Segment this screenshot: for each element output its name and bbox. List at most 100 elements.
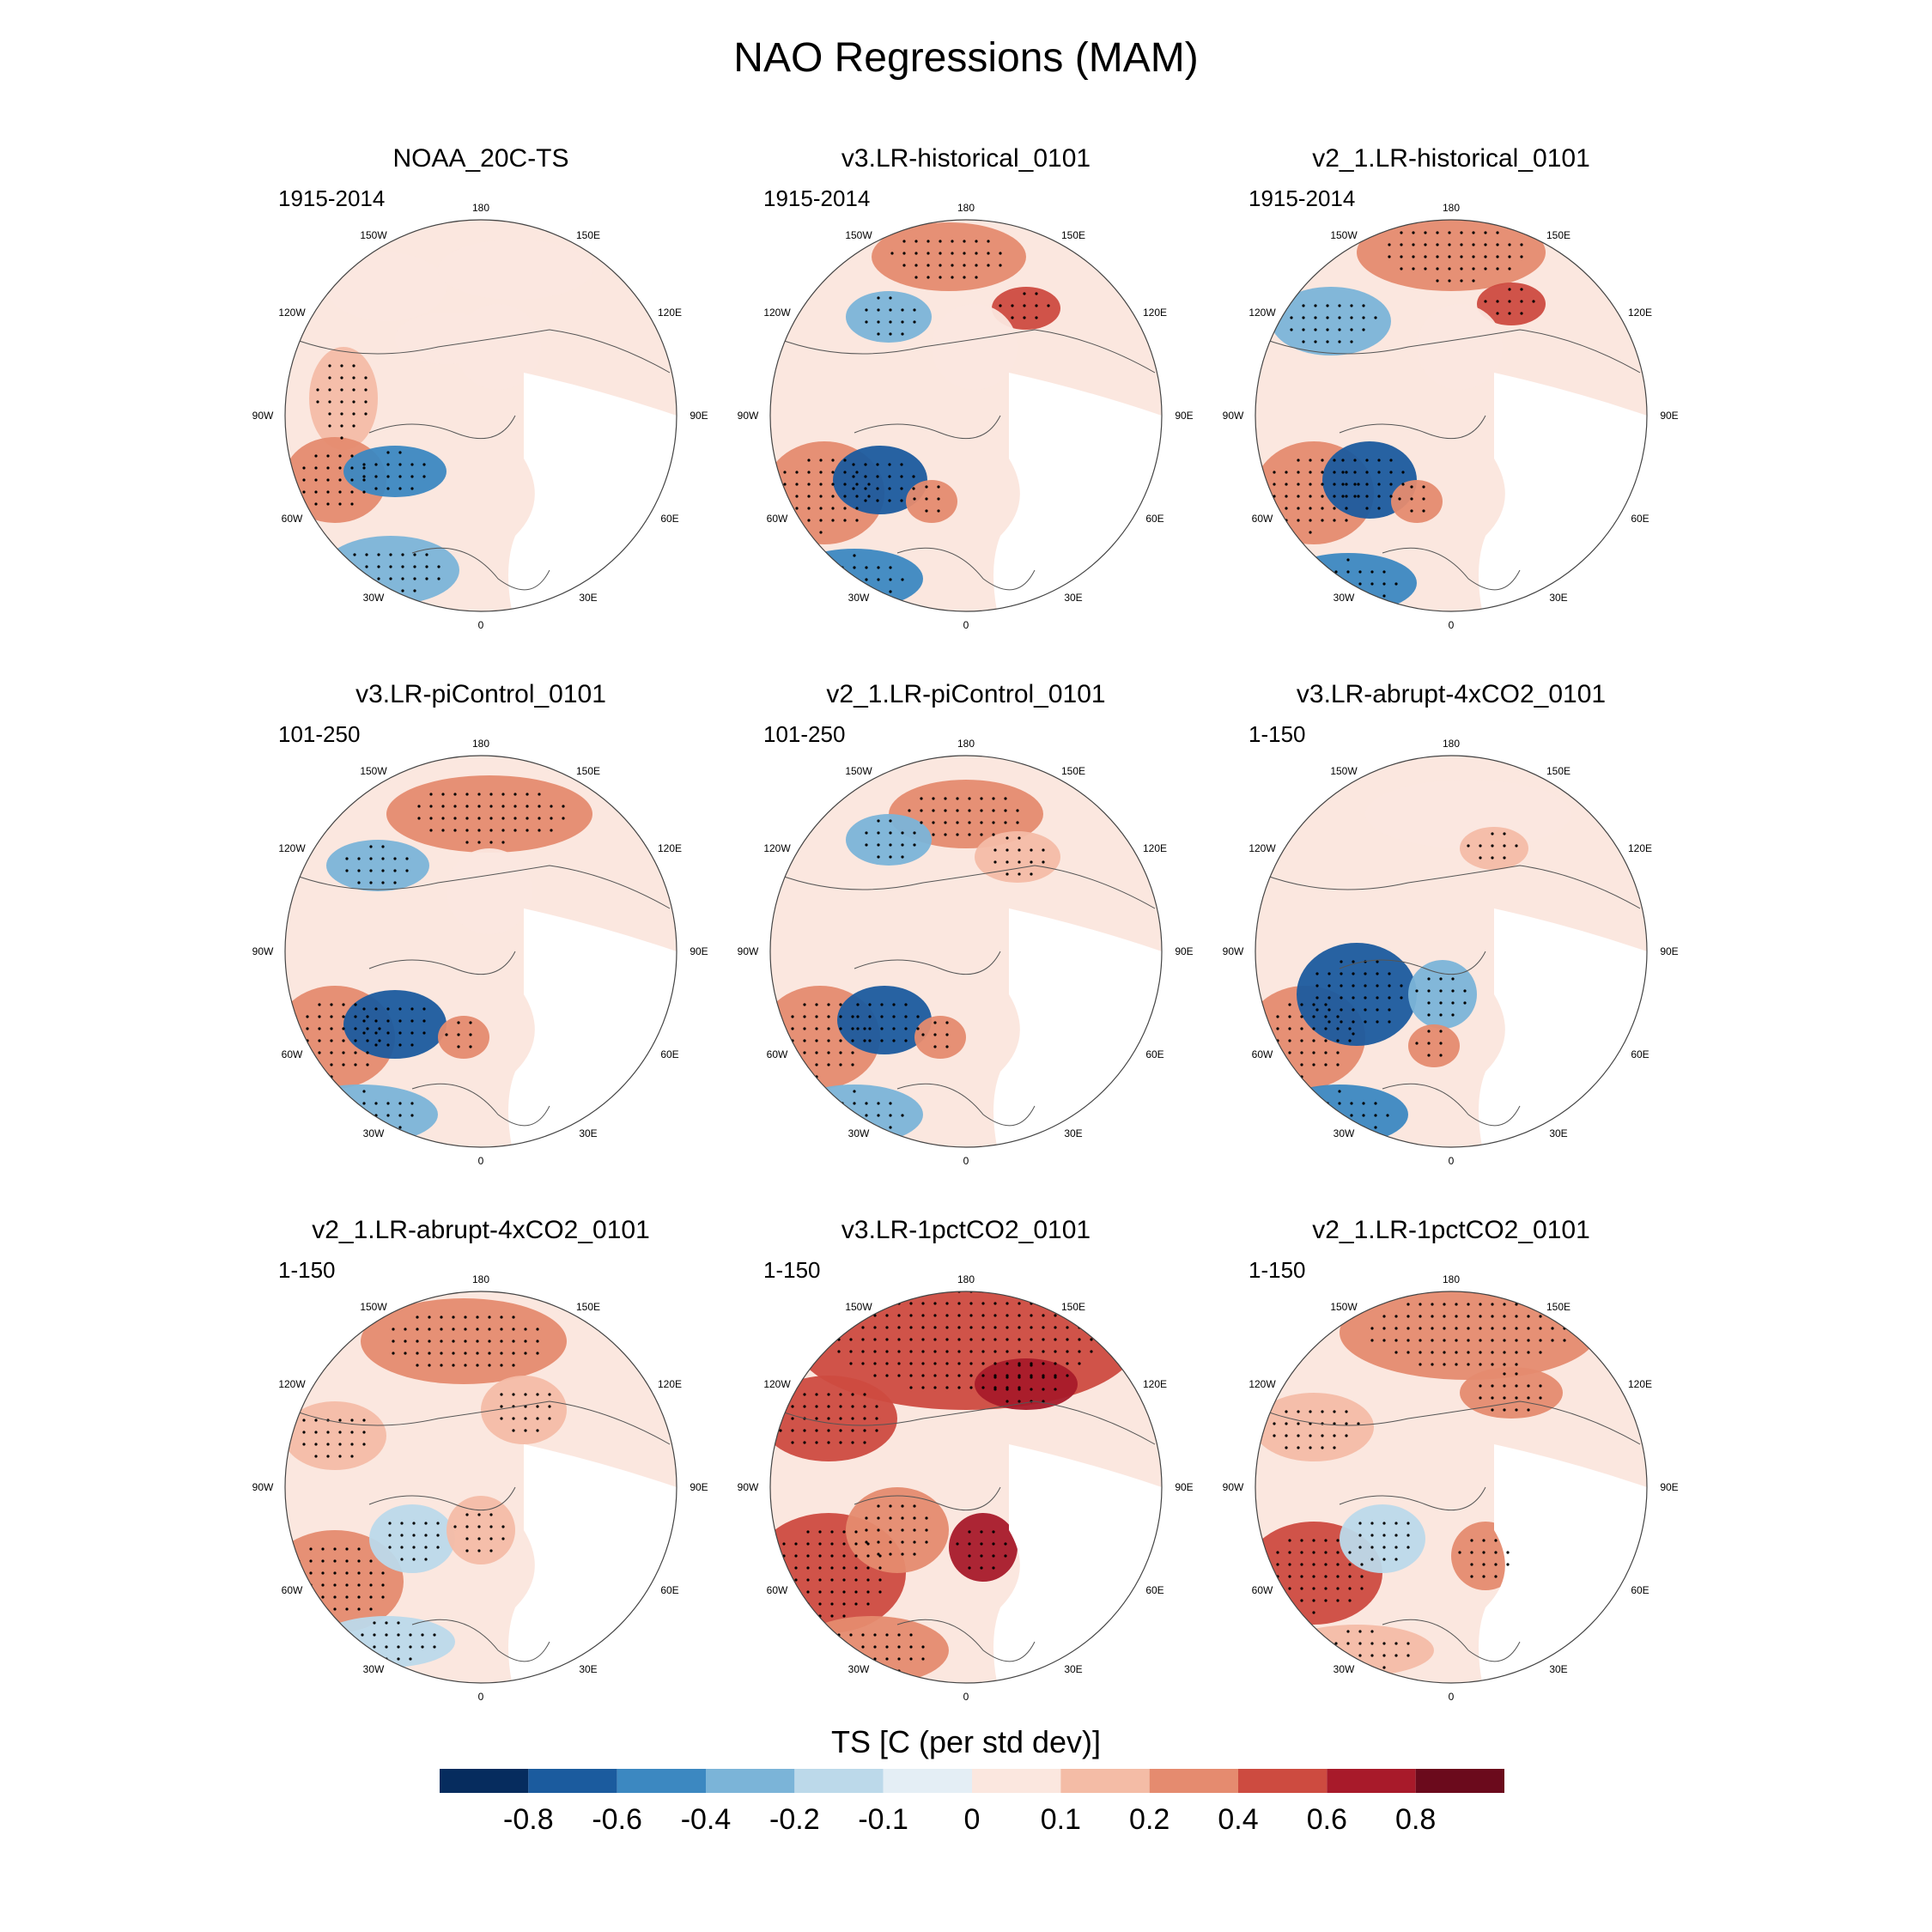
- stipple-dot: [440, 1315, 443, 1319]
- stipple-dot: [1054, 1314, 1057, 1317]
- stipple-dot: [340, 388, 343, 392]
- stipple-dot: [400, 1534, 404, 1537]
- stipple-dot: [1327, 996, 1331, 999]
- stipple-dot: [963, 264, 966, 267]
- stipple-dot: [876, 463, 879, 466]
- stipple-dot: [333, 1571, 337, 1575]
- stipple-dot: [354, 1003, 357, 1006]
- longitude-label: 60E: [1145, 1048, 1163, 1060]
- stipple-dot: [1042, 860, 1045, 864]
- stipple-dot: [851, 1063, 854, 1066]
- stipple-dot: [1018, 1376, 1021, 1379]
- stipple-dot: [992, 797, 995, 800]
- stipple-dot: [465, 817, 469, 820]
- stipple-dot: [1479, 856, 1482, 860]
- stipple-dot: [904, 1027, 908, 1030]
- stipple-dot: [416, 1340, 419, 1343]
- stipple-dot: [392, 1352, 395, 1355]
- stipple-dot: [913, 1504, 916, 1508]
- stipple-dot: [1527, 1384, 1530, 1388]
- stipple-dot: [465, 1513, 469, 1516]
- stipple-dot: [993, 1314, 997, 1317]
- stipple-dot: [1451, 977, 1455, 981]
- stipple-dot: [1315, 1008, 1319, 1012]
- stipple-dot: [877, 332, 880, 336]
- stipple-dot: [1346, 570, 1350, 574]
- stipple-dot: [1264, 1575, 1267, 1578]
- stipple-dot: [1365, 483, 1369, 486]
- stipple-dot: [302, 1443, 306, 1446]
- stipple-dot: [851, 1441, 854, 1444]
- stipple-dot: [340, 412, 343, 416]
- stipple-dot: [968, 1542, 971, 1546]
- stipple-dot: [783, 483, 787, 486]
- stipple-dot: [877, 843, 880, 847]
- stipple-dot: [1451, 1001, 1455, 1005]
- anomaly-region: [1340, 1504, 1425, 1573]
- anomaly-region: [1279, 1625, 1434, 1676]
- longitude-label: 150W: [360, 1301, 387, 1313]
- stipple-dot: [794, 1590, 798, 1594]
- stipple-dot: [889, 320, 892, 324]
- stipple-dot: [1326, 340, 1329, 343]
- stipple-dot: [901, 332, 904, 336]
- coastline: [1382, 547, 1521, 591]
- stipple-dot: [1357, 1422, 1360, 1425]
- stipple-dot: [1539, 1315, 1542, 1318]
- stipple-dot: [326, 466, 330, 470]
- stipple-dot: [1273, 471, 1276, 474]
- stipple-dot: [901, 1504, 904, 1508]
- panel-title: v3.LR-abrupt-4xCO2_0101: [1296, 680, 1607, 708]
- blank-land: [993, 908, 1162, 1147]
- stipple-dot: [1341, 483, 1345, 486]
- stipple-dot: [1494, 1563, 1498, 1566]
- stipple-dot: [1539, 1327, 1542, 1330]
- stipple-dot: [1300, 1587, 1303, 1590]
- stipple-dot: [1018, 872, 1021, 876]
- stipple-dot: [830, 1566, 834, 1570]
- panel-period: 1-150: [1249, 1257, 1306, 1283]
- stipple-dot: [913, 1552, 916, 1556]
- stipple-dot: [513, 817, 517, 820]
- stipple-dot: [843, 519, 847, 522]
- stipple-dot: [1326, 1114, 1329, 1117]
- stipple-dot: [1370, 1630, 1374, 1633]
- longitude-label: 120E: [658, 307, 682, 319]
- stipple-dot: [378, 1039, 381, 1042]
- stipple-dot: [1333, 459, 1336, 462]
- stipple-dot: [957, 1302, 961, 1305]
- stipple-dot: [1297, 483, 1300, 486]
- longitude-label: 180: [472, 738, 489, 750]
- stipple-dot: [1005, 1400, 1009, 1403]
- stipple-dot: [877, 1102, 880, 1105]
- stipple-dot: [969, 1338, 973, 1341]
- stipple-dot: [830, 1542, 834, 1546]
- longitude-label: 90E: [1660, 1481, 1678, 1493]
- stipple-dot: [500, 1315, 503, 1319]
- stipple-dot: [1321, 519, 1324, 522]
- stipple-dot: [433, 1645, 436, 1649]
- stipple-dot: [345, 857, 349, 860]
- stipple-dot: [914, 252, 918, 255]
- stipple-dot: [791, 1051, 794, 1054]
- stipple-dot: [500, 1393, 503, 1396]
- stipple-dot: [1336, 1551, 1340, 1554]
- stipple-dot: [1285, 507, 1288, 510]
- longitude-label: 90E: [1175, 945, 1193, 957]
- longitude-label: 60W: [282, 1048, 303, 1060]
- panel-title: v2_1.LR-abrupt-4xCO2_0101: [312, 1216, 650, 1244]
- stipple-dot: [841, 578, 844, 581]
- stipple-dot: [945, 1045, 949, 1048]
- stipple-dot: [1443, 1327, 1446, 1330]
- stipple-dot: [1042, 848, 1045, 852]
- stipple-dot: [927, 276, 930, 279]
- stipple-dot: [843, 471, 847, 474]
- stipple-dot: [388, 1534, 392, 1537]
- stipple-dot: [806, 1542, 810, 1546]
- longitude-label: 90W: [1223, 945, 1244, 957]
- stipple-dot: [902, 240, 906, 243]
- stipple-dot: [1315, 996, 1319, 999]
- stipple-dot: [1314, 340, 1317, 343]
- stipple-dot: [1078, 1350, 1081, 1353]
- stipple-dot: [866, 1566, 870, 1570]
